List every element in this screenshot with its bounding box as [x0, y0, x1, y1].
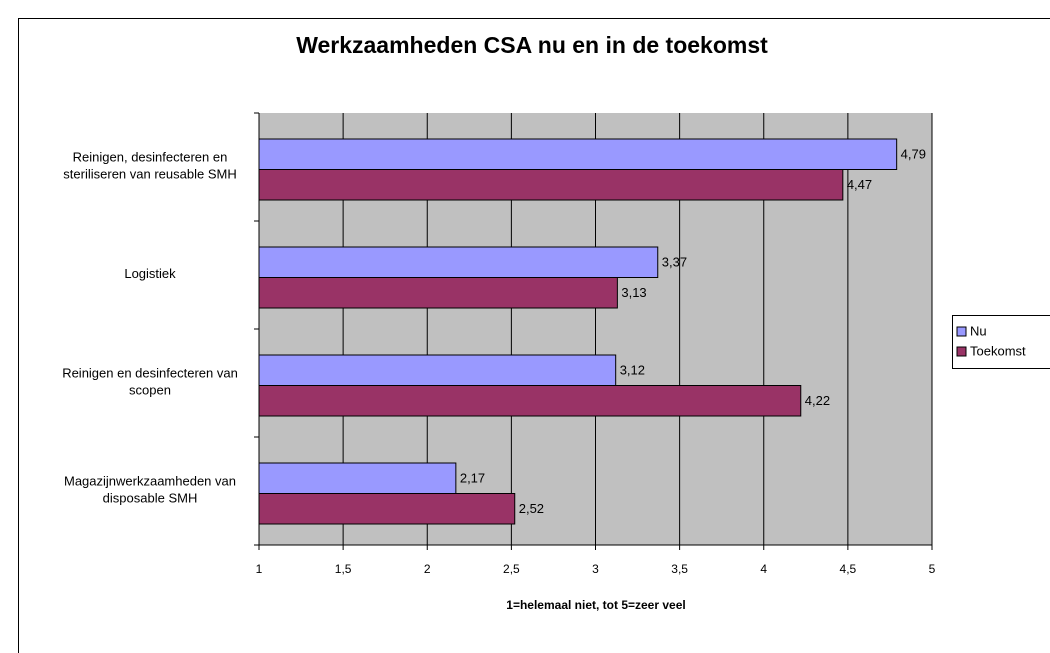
y-tick-label: Logistiek	[124, 266, 176, 281]
x-tick-label: 3,5	[671, 562, 688, 576]
x-tick-label: 1	[256, 562, 263, 576]
legend	[952, 315, 1050, 369]
bar	[258, 169, 844, 201]
value-label: 4,47	[847, 177, 872, 192]
legend-label: Toekomst	[970, 343, 1026, 358]
y-tick-label: Reinigen en desinfecteren van scopen	[62, 366, 238, 398]
value-label: 4,22	[805, 393, 830, 408]
bar	[258, 354, 617, 386]
bar	[258, 246, 659, 278]
chart-title: Werkzaamheden CSA nu en in de toekomst	[296, 32, 768, 58]
value-label: 3,37	[662, 255, 687, 270]
legend-swatch	[956, 346, 967, 357]
bar	[258, 277, 618, 309]
x-tick-label: 2,5	[503, 562, 520, 576]
value-label: 2,17	[460, 471, 485, 486]
x-tick-label: 4,5	[840, 562, 857, 576]
x-tick-label: 3	[592, 562, 599, 576]
bar	[258, 493, 516, 525]
legend-label: Nu	[970, 323, 987, 338]
value-label: 3,12	[620, 363, 645, 378]
x-axis-label: 1=helemaal niet, tot 5=zeer veel	[506, 598, 685, 612]
bar	[258, 138, 898, 170]
value-label: 4,79	[901, 147, 926, 162]
x-tick-label: 1,5	[335, 562, 352, 576]
legend-swatch	[956, 326, 967, 337]
y-tick-label: Magazijnwerkzaamheden van disposable SMH	[64, 474, 236, 506]
x-tick-label: 2	[424, 562, 431, 576]
bar	[258, 385, 802, 417]
bar	[258, 462, 457, 494]
x-tick-label: 4	[760, 562, 767, 576]
y-tick-label: Reinigen, desinfecteren en steriliseren v…	[63, 150, 236, 182]
value-label: 2,52	[519, 501, 544, 516]
x-tick-label: 5	[929, 562, 936, 576]
value-label: 3,13	[621, 285, 646, 300]
